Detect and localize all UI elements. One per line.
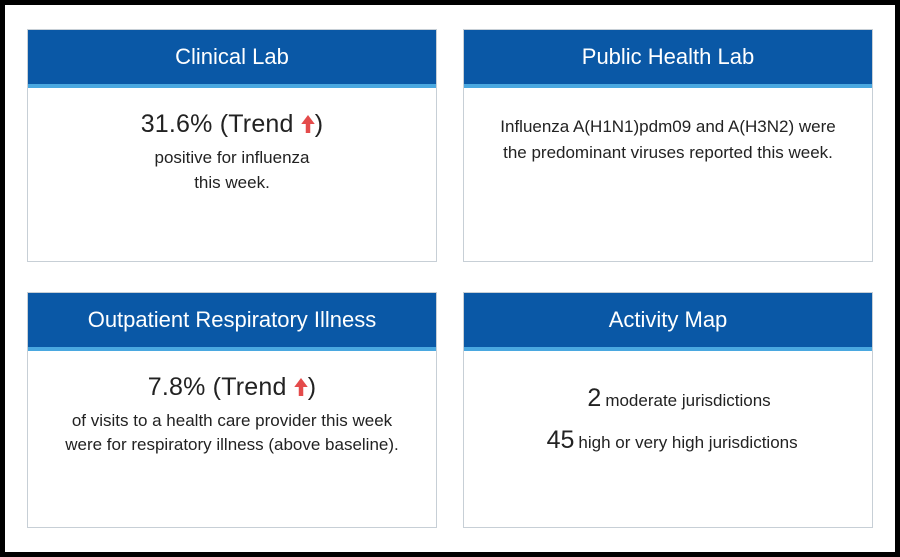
outpatient-value: 7.8% bbox=[148, 373, 206, 401]
trend-close: ) bbox=[315, 110, 324, 138]
trend-up-icon bbox=[301, 111, 315, 140]
trend-open: (Trend bbox=[213, 110, 301, 138]
clinical-lab-value: 31.6% bbox=[141, 110, 213, 138]
activity-high-count: 45 bbox=[538, 419, 574, 462]
card-body: 2moderate jurisdictions 45high or very h… bbox=[464, 351, 872, 527]
card-body: Influenza A(H1N1)pdm09 and A(H3N2) were … bbox=[464, 88, 872, 261]
card-body: 31.6% (Trend ) positive for influenza th… bbox=[28, 88, 436, 261]
card-body: 7.8% (Trend ) of visits to a health care… bbox=[28, 351, 436, 527]
card-header: Public Health Lab bbox=[464, 30, 872, 84]
activity-high-label: high or very high jurisdictions bbox=[578, 433, 797, 452]
trend-up-icon bbox=[294, 374, 308, 403]
activity-moderate-count: 2 bbox=[565, 377, 601, 420]
activity-moderate-label: moderate jurisdictions bbox=[605, 391, 770, 410]
card-outpatient: Outpatient Respiratory Illness 7.8% (Tre… bbox=[27, 292, 437, 528]
outpatient-headline: 7.8% (Trend ) bbox=[148, 373, 317, 403]
clinical-lab-headline: 31.6% (Trend ) bbox=[141, 110, 324, 140]
card-public-health-lab: Public Health Lab Influenza A(H1N1)pdm09… bbox=[463, 29, 873, 262]
dashboard-grid: Clinical Lab 31.6% (Trend ) positive for… bbox=[27, 29, 873, 528]
clinical-lab-subtext-1: positive for influenza bbox=[155, 146, 310, 171]
card-header: Outpatient Respiratory Illness bbox=[28, 293, 436, 347]
clinical-lab-subtext-2: this week. bbox=[194, 171, 270, 196]
activity-moderate-line: 2moderate jurisdictions bbox=[565, 377, 770, 420]
trend-open: (Trend bbox=[206, 373, 294, 401]
trend-close: ) bbox=[308, 373, 317, 401]
activity-high-line: 45high or very high jurisdictions bbox=[538, 419, 797, 462]
outpatient-subtext: of visits to a health care provider this… bbox=[52, 409, 412, 458]
card-clinical-lab: Clinical Lab 31.6% (Trend ) positive for… bbox=[27, 29, 437, 262]
card-header: Clinical Lab bbox=[28, 30, 436, 84]
card-activity-map: Activity Map 2moderate jurisdictions 45h… bbox=[463, 292, 873, 528]
public-health-lab-paragraph: Influenza A(H1N1)pdm09 and A(H3N2) were … bbox=[488, 114, 848, 165]
card-header: Activity Map bbox=[464, 293, 872, 347]
